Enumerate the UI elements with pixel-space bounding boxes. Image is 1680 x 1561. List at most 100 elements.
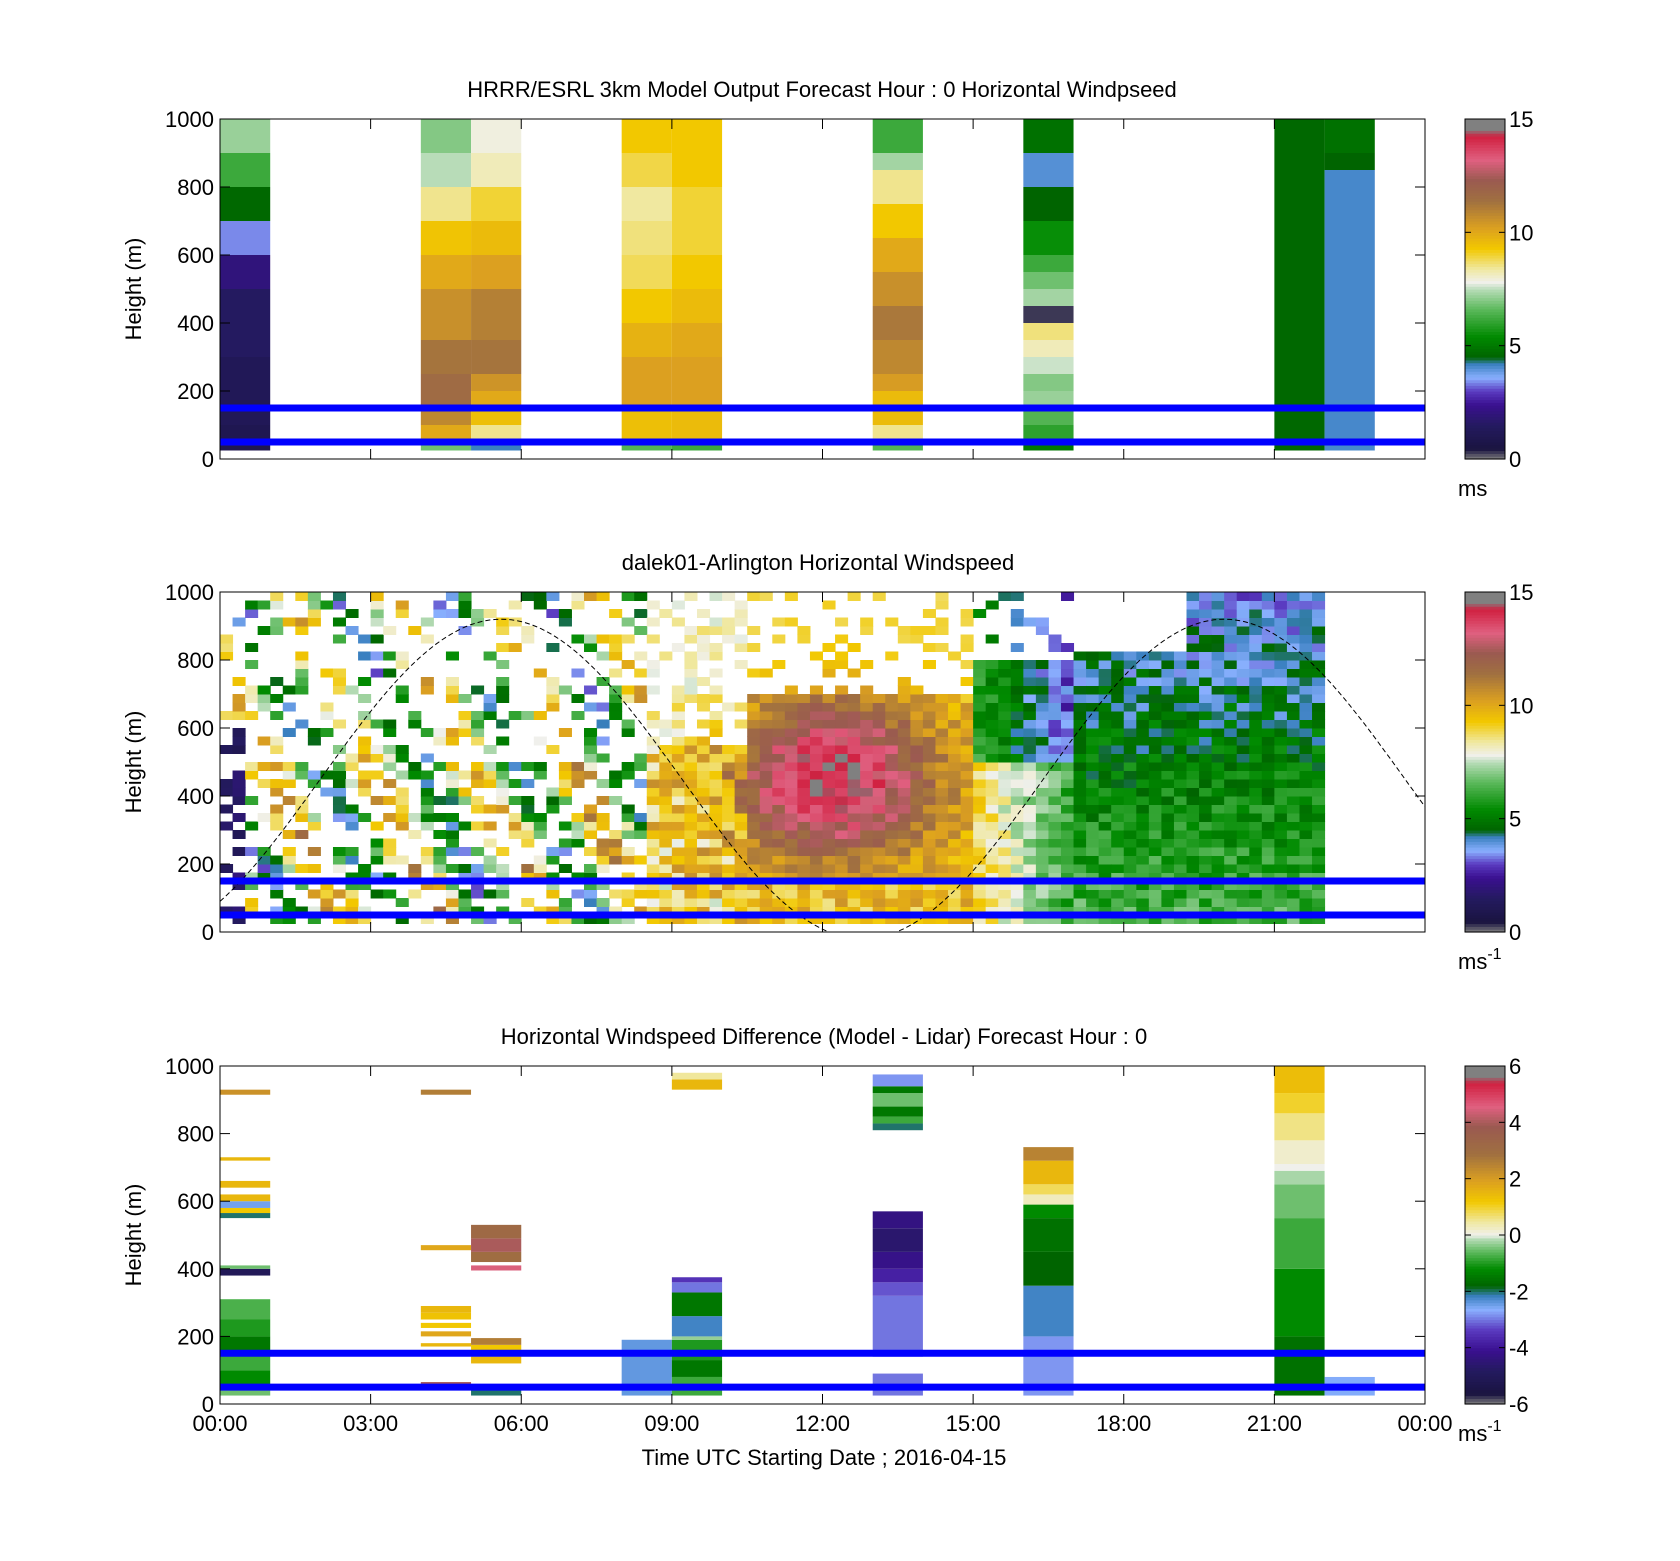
heatmap-cell <box>797 736 811 746</box>
heatmap-cell <box>1098 779 1112 788</box>
colorbar-swatch <box>1465 1260 1505 1264</box>
heatmap-cell <box>220 119 271 153</box>
heatmap-cell <box>1148 881 1162 890</box>
heatmap-cell <box>345 855 359 865</box>
heatmap-cell <box>1224 651 1238 661</box>
heatmap-cell <box>747 592 761 601</box>
heatmap-cell <box>1312 847 1326 856</box>
heatmap-cell <box>257 872 271 882</box>
heatmap-cell <box>998 915 1012 924</box>
colorbar-swatch <box>1465 1158 1505 1163</box>
heatmap-cell <box>822 855 836 865</box>
heatmap-cell <box>860 821 874 831</box>
heatmap-cell <box>220 1180 271 1188</box>
heatmap-cell <box>634 753 648 763</box>
heatmap-cell <box>948 898 962 907</box>
heatmap-cell <box>985 821 999 831</box>
heatmap-cell <box>910 736 924 746</box>
heatmap-cell <box>282 779 296 788</box>
heatmap-cell <box>1199 864 1213 873</box>
heatmap-cell <box>584 634 598 644</box>
heatmap-cell <box>960 864 974 873</box>
panel-difference: Horizontal Windspeed Difference (Model -… <box>121 1024 1529 1470</box>
heatmap-cell <box>521 830 535 839</box>
heatmap-cell <box>734 830 748 839</box>
heatmap-cell <box>1211 592 1225 601</box>
heatmap-cell <box>1274 864 1288 873</box>
colorbar-swatch <box>1465 422 1505 426</box>
heatmap-cell <box>1086 694 1100 703</box>
colorbar-swatch <box>1465 192 1505 197</box>
heatmap-cell <box>1060 830 1075 839</box>
heatmap-cell <box>1199 745 1213 754</box>
heatmap-cell <box>420 408 472 425</box>
heatmap-cell <box>1312 796 1326 805</box>
heatmap-cell <box>433 728 447 737</box>
heatmap-cell <box>1010 796 1024 805</box>
colorbar-swatch <box>1465 790 1505 794</box>
heatmap-cell <box>809 694 823 703</box>
heatmap-cell <box>307 728 321 737</box>
heatmap-cell <box>1211 864 1225 873</box>
heatmap-cell <box>646 711 660 720</box>
heatmap-cell <box>872 425 923 442</box>
heatmap-cell <box>1098 762 1112 771</box>
colorbar-tick-label: 0 <box>1509 447 1521 472</box>
heatmap-cell <box>232 813 246 822</box>
heatmap-cell <box>1299 830 1313 839</box>
heatmap-cell <box>220 745 234 754</box>
heatmap-cell <box>1199 660 1213 669</box>
heatmap-cell <box>1035 796 1049 805</box>
colorbar-swatch <box>1465 323 1505 327</box>
colorbar-swatch <box>1465 1088 1505 1092</box>
heatmap-cell <box>1236 719 1250 729</box>
heatmap-cell <box>922 753 936 763</box>
heatmap-cell <box>1035 813 1049 822</box>
colorbar-swatch <box>1465 425 1505 429</box>
heatmap-cell <box>1098 702 1112 712</box>
reference-lines-lidar <box>220 877 1425 919</box>
heatmap-cell <box>1249 762 1263 771</box>
heatmap-cell <box>1073 694 1087 703</box>
heatmap-cell <box>1098 915 1112 924</box>
heatmap-cell <box>948 762 962 771</box>
heatmap-cell <box>1236 838 1250 848</box>
heatmap-cell <box>797 847 811 856</box>
heatmap-cell <box>948 711 962 720</box>
heatmap-cell <box>872 813 886 822</box>
colorbar-swatch <box>1465 240 1505 245</box>
x-tick-label: 00:00 <box>1397 1411 1452 1436</box>
heatmap-cell <box>897 702 911 712</box>
heatmap-cell <box>1010 668 1024 678</box>
heatmap-cell <box>684 821 698 831</box>
heatmap-cell <box>1048 668 1062 678</box>
colorbar-swatch <box>1465 753 1505 757</box>
heatmap-cell <box>860 753 874 763</box>
heatmap-cell <box>835 898 849 907</box>
plot-area-difference <box>220 1066 1425 1404</box>
heatmap-cell <box>370 651 384 661</box>
heatmap-cell <box>973 779 987 788</box>
heatmap-cell <box>345 881 359 890</box>
heatmap-cell <box>1111 770 1125 780</box>
colorbar-tick-label: -2 <box>1509 1279 1529 1304</box>
y-axis-label-model: Height (m) <box>121 238 146 341</box>
heatmap-cell <box>1048 872 1062 882</box>
heatmap-cell <box>646 813 660 822</box>
colorbar-swatch <box>1465 818 1505 823</box>
heatmap-cell <box>1299 898 1313 907</box>
colorbar-swatch <box>1465 399 1505 403</box>
heatmap-cell <box>1186 634 1200 644</box>
colorbar-swatch <box>1465 1099 1505 1104</box>
heatmap-cell <box>998 762 1012 771</box>
heatmap-cell <box>270 813 284 822</box>
heatmap-cell <box>420 1343 472 1347</box>
heatmap-cell <box>1060 736 1075 746</box>
colorbar-swatch <box>1465 776 1505 780</box>
colorbar-swatch <box>1465 263 1505 267</box>
panel-lidar: dalek01-Arlington Horizontal Windspeed 0… <box>121 550 1533 974</box>
heatmap-cell <box>1299 600 1313 610</box>
heatmap-cell <box>445 787 459 797</box>
heatmap-cell <box>1173 804 1188 814</box>
colorbar-swatch <box>1465 1150 1505 1154</box>
